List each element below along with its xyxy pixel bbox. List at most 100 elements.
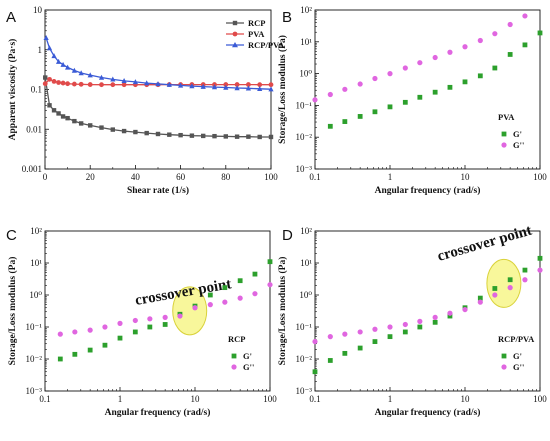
- data-point: [87, 82, 93, 87]
- y-tick-label: 10⁻¹: [26, 322, 43, 332]
- y-tick-label: 0.01: [26, 124, 42, 134]
- crossover-highlight: [172, 286, 208, 336]
- data-point: [166, 81, 172, 87]
- data-point: [43, 75, 48, 80]
- data-point: [447, 49, 453, 55]
- data-point: [417, 94, 423, 100]
- data-point: [162, 322, 168, 327]
- data-point: [537, 267, 543, 273]
- data-point: [492, 286, 498, 291]
- y-tick-label: 10¹: [30, 258, 42, 268]
- data-point: [72, 329, 78, 335]
- data-point: [246, 134, 251, 139]
- legend-label: G'': [513, 362, 524, 372]
- data-point: [402, 321, 408, 328]
- data-point: [42, 81, 48, 87]
- data-point: [177, 313, 183, 319]
- data-point: [222, 285, 228, 291]
- y-axis-label: Apparent viscosity (Pa·s): [7, 39, 18, 141]
- panel-letter: A: [6, 9, 16, 26]
- data-point: [56, 111, 61, 116]
- legend-label: RCP: [248, 18, 265, 28]
- data-point: [65, 81, 70, 87]
- legend-marker: [501, 353, 507, 359]
- data-point: [327, 334, 333, 340]
- data-point: [211, 84, 218, 90]
- data-point: [507, 277, 513, 283]
- data-point: [234, 82, 240, 87]
- data-point: [117, 335, 123, 341]
- data-point: [342, 331, 348, 337]
- legend-marker: [232, 20, 238, 26]
- data-point: [47, 103, 52, 108]
- data-point: [51, 78, 57, 84]
- data-point: [522, 42, 528, 48]
- data-point: [372, 326, 378, 332]
- legend-title: PVA: [498, 112, 515, 122]
- data-point: [387, 324, 393, 330]
- x-tick-label: 0: [43, 172, 48, 182]
- series-0: [43, 75, 274, 140]
- data-point: [162, 314, 168, 320]
- y-tick-label: 10⁻³: [26, 386, 43, 396]
- data-point: [133, 129, 138, 135]
- data-point: [51, 53, 57, 59]
- data-point: [537, 255, 543, 261]
- data-point: [78, 121, 84, 126]
- data-point: [189, 133, 195, 138]
- y-tick-label: 10⁰: [299, 69, 312, 79]
- data-point: [223, 82, 229, 87]
- legend-marker: [501, 364, 507, 370]
- data-point: [432, 314, 438, 320]
- panel-letter: D: [282, 227, 293, 244]
- data-point: [417, 318, 423, 324]
- x-tick-label: 1: [388, 394, 393, 404]
- data-point: [144, 130, 149, 136]
- data-point: [252, 271, 258, 277]
- data-point: [268, 134, 274, 140]
- x-tick-label: 0.1: [309, 394, 320, 404]
- panel-a: A 0 20 40 60 80 100 0.001 0.01 0.1 1 10 Shear rate (…: [6, 5, 285, 196]
- y-tick-label: 10⁻³: [296, 164, 313, 174]
- data-point: [342, 119, 348, 124]
- panel-d: D 0.1 1 10 100 10⁻³ 10⁻² 10⁻¹ 10⁰ 10¹ 10² Angular f…: [277, 223, 547, 418]
- legend-label: G': [513, 129, 522, 139]
- data-point: [99, 125, 104, 130]
- y-tick-label: 10⁻¹: [296, 100, 313, 110]
- y-tick-label: 10²: [30, 226, 42, 236]
- data-point: [147, 316, 153, 322]
- x-tick-label: 100: [533, 394, 547, 404]
- data-point: [402, 65, 408, 71]
- data-point: [447, 84, 453, 90]
- crossover-highlight: [486, 258, 522, 308]
- data-point: [432, 54, 438, 61]
- data-point: [87, 72, 93, 78]
- data-point: [65, 115, 70, 121]
- x-tick-label: 0.1: [309, 172, 320, 182]
- data-point: [117, 320, 123, 326]
- y-tick-label: 10⁻²: [296, 132, 313, 142]
- data-point: [432, 89, 438, 95]
- data-point: [447, 310, 453, 316]
- data-point: [167, 132, 172, 137]
- y-tick-label: 10⁻²: [26, 354, 43, 364]
- data-point: [87, 327, 93, 333]
- data-point: [144, 80, 150, 86]
- legend-marker: [232, 42, 238, 48]
- y-tick-label: 0.001: [22, 164, 42, 174]
- data-point: [237, 295, 243, 301]
- x-axis-label: Angular frequency (rad/s): [375, 185, 481, 196]
- data-point: [192, 305, 198, 311]
- series-0: [57, 259, 273, 362]
- x-tick-label: 1: [388, 172, 393, 182]
- data-point: [132, 329, 138, 335]
- data-point: [257, 134, 262, 140]
- data-point: [357, 114, 363, 119]
- data-point: [257, 82, 263, 88]
- data-point: [402, 99, 408, 105]
- data-point: [267, 259, 273, 265]
- data-point: [387, 71, 393, 77]
- legend: PVA G'G'': [498, 112, 524, 150]
- x-tick-label: 10: [461, 172, 471, 182]
